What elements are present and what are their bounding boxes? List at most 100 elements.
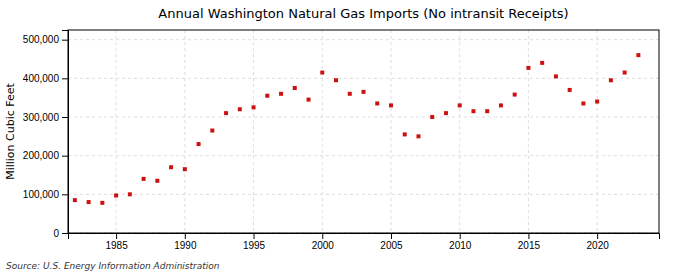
point: [142, 177, 146, 181]
point: [73, 198, 77, 202]
point: [623, 71, 627, 75]
point: [279, 92, 283, 96]
grid-line: [68, 117, 659, 118]
grid-line: [459, 30, 460, 233]
chart: 1985 1990 1995 2000 2005 2010 2015 2020 0 100,000…: [0, 0, 675, 275]
tick-mark: [62, 117, 68, 118]
point: [471, 109, 475, 113]
tick-mark: [254, 233, 255, 239]
point: [540, 61, 544, 65]
axis-line: [69, 234, 660, 240]
tick-label: 2020: [587, 240, 610, 251]
tick-mark: [597, 233, 598, 239]
tick-mark: [116, 233, 117, 239]
y-axis-title: Million Cubic Feet: [4, 82, 17, 179]
point: [554, 74, 558, 78]
tick-label: 200,000: [23, 150, 60, 161]
point: [485, 109, 489, 113]
tick-mark: [62, 40, 68, 41]
tick-mark: [322, 233, 323, 239]
grid-line: [68, 39, 659, 40]
tick-label: 0: [53, 228, 59, 239]
point: [265, 94, 269, 98]
point: [155, 179, 159, 183]
tick: 2005: [380, 233, 403, 251]
point: [334, 78, 338, 82]
tick-mark: [62, 194, 68, 195]
point: [581, 101, 585, 105]
x-axis: 1985 1990 1995 2000 2005 2010 2015 2020: [69, 233, 660, 251]
point: [197, 142, 201, 146]
point: [114, 193, 118, 197]
point: [389, 103, 393, 107]
point: [348, 92, 352, 96]
point: [210, 129, 214, 133]
grid-line: [68, 194, 659, 195]
tick-label: 1990: [174, 240, 197, 251]
grid-line: [322, 30, 323, 233]
point: [568, 88, 572, 92]
point: [183, 167, 187, 171]
tick: 2000: [312, 233, 335, 251]
tick-label: 2015: [518, 240, 541, 251]
grid-line: [116, 30, 117, 233]
point: [609, 78, 613, 82]
tick: 400,000: [23, 73, 68, 84]
tick: 1985: [105, 233, 128, 251]
tick-label: 1995: [243, 240, 266, 251]
plot-frame: [68, 30, 659, 233]
grid-line: [68, 78, 659, 79]
point: [416, 134, 420, 138]
points: [73, 53, 641, 205]
plot: 1985 1990 1995 2000 2005 2010 2015 2020 0 100,000…: [23, 30, 660, 251]
point: [238, 107, 242, 111]
tick-label: 500,000: [23, 34, 60, 45]
title: Annual Washington Natural Gas Imports (N…: [158, 6, 568, 21]
grid-line: [597, 30, 598, 233]
tick: 2010: [449, 233, 472, 251]
grid-line: [184, 30, 185, 233]
tick: 2020: [587, 233, 610, 251]
tick-label: 2000: [312, 240, 335, 251]
tick-mark: [62, 233, 68, 234]
point: [252, 105, 256, 109]
point: [375, 101, 379, 105]
grid-line: [528, 30, 529, 233]
tick-label: 2005: [380, 240, 403, 251]
tick-label: 100,000: [23, 189, 60, 200]
tick-label: 400,000: [23, 73, 60, 84]
point: [430, 115, 434, 119]
point: [595, 100, 599, 104]
grid: [68, 30, 659, 233]
tick: 0: [53, 228, 68, 239]
tick-mark: [460, 233, 461, 239]
axis-line: [62, 31, 69, 234]
tick: 200,000: [23, 150, 68, 161]
point: [444, 111, 448, 115]
tick: 2015: [518, 233, 541, 251]
tick-label: 2010: [449, 240, 472, 251]
tick: 100,000: [23, 189, 68, 200]
annotation: Source: U.S. Energy Information Administ…: [6, 261, 220, 271]
point: [169, 165, 173, 169]
grid-line: [68, 155, 659, 156]
tick-mark: [185, 233, 186, 239]
point: [403, 132, 407, 136]
tick: 1995: [243, 233, 266, 251]
tick-mark: [62, 78, 68, 79]
tick: 1990: [174, 233, 197, 251]
point: [513, 93, 517, 97]
tick-label: 300,000: [23, 112, 60, 123]
tick-label: 1985: [105, 240, 128, 251]
point: [526, 66, 530, 70]
point: [307, 98, 311, 102]
point: [293, 86, 297, 90]
point: [87, 200, 91, 204]
tick-mark: [528, 233, 529, 239]
tick-mark: [391, 233, 392, 239]
y-axis: 0 100,000 200,000 300,000 400,000 500,000: [23, 31, 69, 239]
grid-line: [253, 30, 254, 233]
point: [458, 103, 462, 107]
point: [320, 71, 324, 75]
point: [224, 111, 228, 115]
